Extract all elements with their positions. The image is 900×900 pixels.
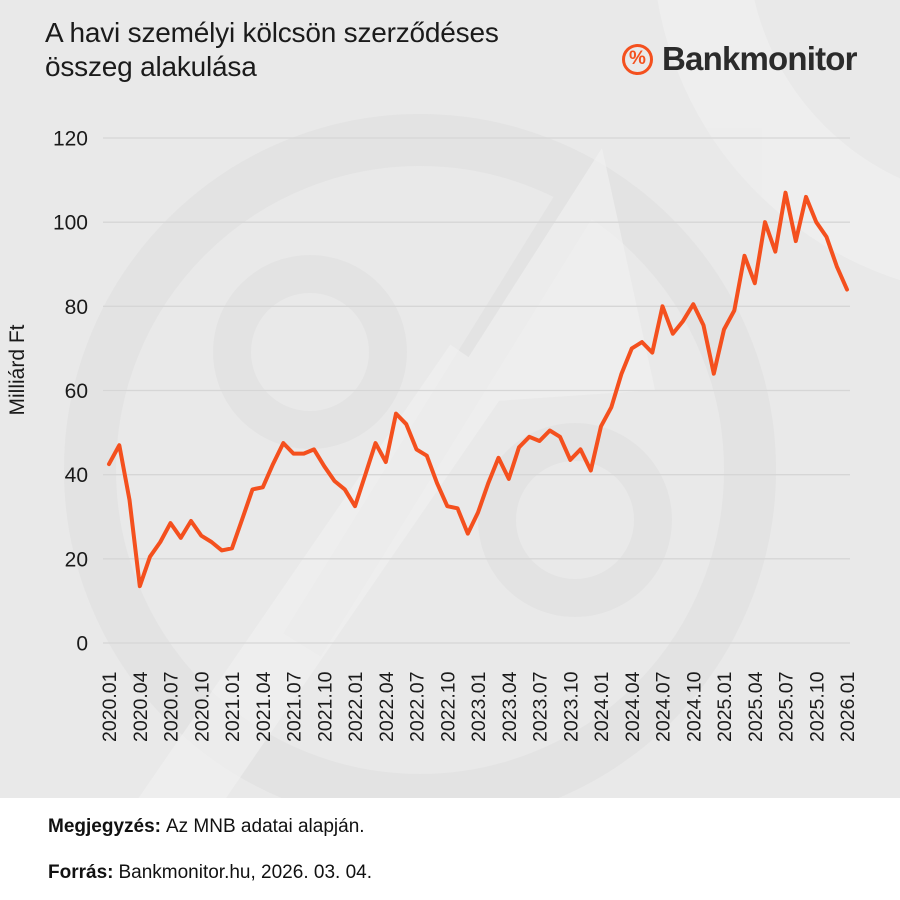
x-tick-label: 2021.10 [314,671,336,742]
brand-name: Bankmonitor [662,40,858,77]
x-tick-label: 2022.04 [376,671,398,742]
axis-labels: 0 20 40 60 80 100 120 Milliárd Ft 2020.01 2020.04… [6,128,859,743]
x-tick-label: 2022.01 [345,672,367,743]
chart-title-line2: összeg alakulása [45,51,257,82]
y-tick-label: 40 [65,464,88,487]
x-tick-label: 2023.04 [499,671,521,742]
data-line [107,190,849,589]
x-tick-label: 2026.01 [837,672,859,743]
x-tick-label: 2020.07 [161,672,183,743]
note-label: Megjegyzés: [48,816,161,837]
x-tick-label: 2025.10 [806,671,828,742]
x-tick-label: 2023.10 [560,671,582,742]
x-tick-label: 2021.07 [284,672,306,743]
x-tick-label: 2020.10 [191,671,213,742]
x-tick-label: 2025.01 [714,672,736,743]
x-tick-label: 2023.01 [468,672,490,743]
x-tick-label: 2022.10 [437,671,459,742]
y-tick-label: 60 [65,380,88,403]
y-tick-label: 120 [53,128,88,151]
x-tick-label: 2024.07 [653,672,675,743]
data-series [107,190,849,589]
x-tick-label: 2024.04 [622,671,644,742]
watermark-arrow-icon [138,0,900,798]
x-tick-label: 2022.07 [407,672,429,743]
source-text: Bankmonitor.hu, 2026. 03. 04. [118,862,372,883]
x-tick-label: 2024.10 [683,671,705,742]
note-line: Megjegyzés: Az MNB adatai alapján. [48,816,365,838]
x-tick-label: 2025.07 [776,672,798,743]
chart-title-line1: A havi személyi kölcsön szerződéses [45,17,499,48]
x-tick-label: 2021.01 [222,672,244,743]
footer: Megjegyzés: Az MNB adatai alapján. Forrás… [0,798,900,900]
source-line: Forrás: Bankmonitor.hu, 2026. 03. 04. [48,862,372,884]
x-tick-label: 2023.07 [530,672,552,743]
chart-title: A havi személyi kölcsön szerződéses össz… [45,16,499,84]
y-tick-label: 80 [65,296,88,319]
chart-svg: 0 20 40 60 80 100 120 Milliárd Ft 2020.01 2020.04… [6,0,900,798]
y-tick-label: 100 [53,212,88,235]
y-tick-label: 0 [76,633,88,656]
grid-lines [103,137,850,644]
x-tick-label: 2021.04 [253,671,275,742]
x-tick-label: 2025.04 [745,671,767,742]
bankmonitor-logo: % Bankmonitor [622,40,858,78]
note-text: Az MNB adatai alapján. [165,816,365,837]
x-tick-label: 2024.01 [591,672,613,743]
x-tick-label: 2020.01 [99,672,121,743]
x-tick-label: 2020.04 [130,671,152,742]
source-label: Forrás: [48,862,114,883]
y-axis-title: Milliárd Ft [6,324,29,415]
y-tick-label: 20 [65,548,88,571]
percent-circle-icon: % [622,43,653,75]
chart-area: 0 20 40 60 80 100 120 Milliárd Ft 2020.01 2020.04… [0,0,900,798]
